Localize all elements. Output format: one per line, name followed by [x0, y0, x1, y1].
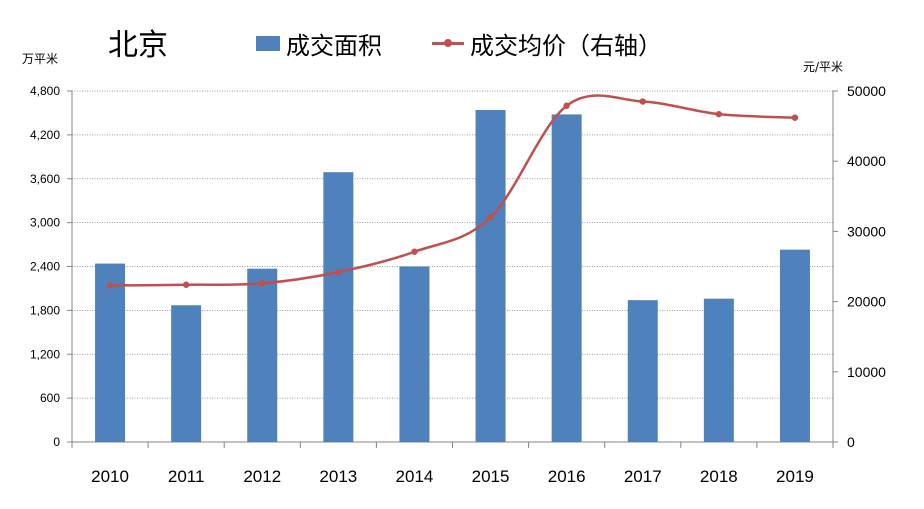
x-axis-tick-label: 2011	[168, 467, 205, 486]
x-axis-tick-label: 2018	[700, 467, 738, 486]
legend-bar-label: 成交面积	[286, 32, 382, 60]
bar	[171, 305, 202, 442]
x-axis-tick-label: 2013	[319, 467, 357, 486]
legend-item-bar: 成交面积	[256, 26, 382, 61]
left-axis-tick-label: 600	[40, 391, 60, 405]
legend-item-line: 成交均价（右轴）	[432, 26, 662, 61]
line-point	[106, 282, 114, 289]
line-point	[487, 214, 494, 221]
legend-bar-swatch	[256, 36, 280, 51]
left-axis-tick-label: 1,200	[30, 347, 60, 361]
bar	[399, 266, 430, 442]
right-axis-tick-label: 20000	[847, 294, 886, 310]
x-axis-tick-label: 2016	[548, 467, 586, 486]
line-point	[335, 268, 342, 276]
bar	[323, 172, 354, 442]
right-axis-tick-label: 30000	[847, 223, 886, 239]
legend-line-label: 成交均价（右轴）	[470, 32, 662, 60]
left-axis-tick-label: 0	[53, 435, 60, 449]
right-axis-tick-label: 10000	[847, 364, 886, 380]
left-axis-tick-label: 3,000	[30, 216, 60, 230]
line-series-path	[110, 94, 796, 287]
legend-line-swatch	[432, 39, 464, 47]
right-axis-unit: 元/平米	[803, 60, 844, 74]
left-axis-tick-label: 4,800	[30, 84, 60, 98]
x-axis-tick-label: 2017	[624, 467, 662, 486]
left-axis-tick-label: 1,800	[30, 303, 60, 317]
bar	[95, 263, 126, 442]
line-point	[715, 110, 723, 118]
line-point	[182, 281, 190, 288]
x-axis-tick-label: 2010	[91, 467, 129, 486]
x-axis-tick-label: 2012	[243, 467, 281, 486]
left-axis-unit: 万平米	[22, 52, 59, 66]
bar	[247, 268, 278, 442]
left-axis-tick-label: 3,600	[30, 172, 60, 186]
line-point	[791, 114, 799, 121]
line-point	[411, 248, 418, 255]
x-axis-tick-label: 2014	[396, 467, 434, 486]
line-point	[563, 102, 570, 109]
line-point	[259, 280, 266, 287]
bar	[627, 300, 658, 442]
x-axis-tick-label: 2019	[776, 467, 814, 486]
bar	[703, 298, 734, 442]
right-axis-tick-label: 50000	[847, 83, 886, 99]
bar	[475, 110, 506, 442]
chart-title: 北京	[108, 28, 168, 63]
right-axis-tick-label: 0	[847, 434, 855, 450]
left-axis-tick-label: 2,400	[30, 260, 60, 274]
bar	[779, 249, 810, 442]
right-axis-tick-label: 40000	[847, 153, 886, 169]
left-axis-tick-label: 4,200	[30, 128, 60, 142]
line-point	[639, 98, 646, 105]
x-axis-tick-label: 2015	[472, 467, 510, 486]
bar	[551, 114, 582, 443]
